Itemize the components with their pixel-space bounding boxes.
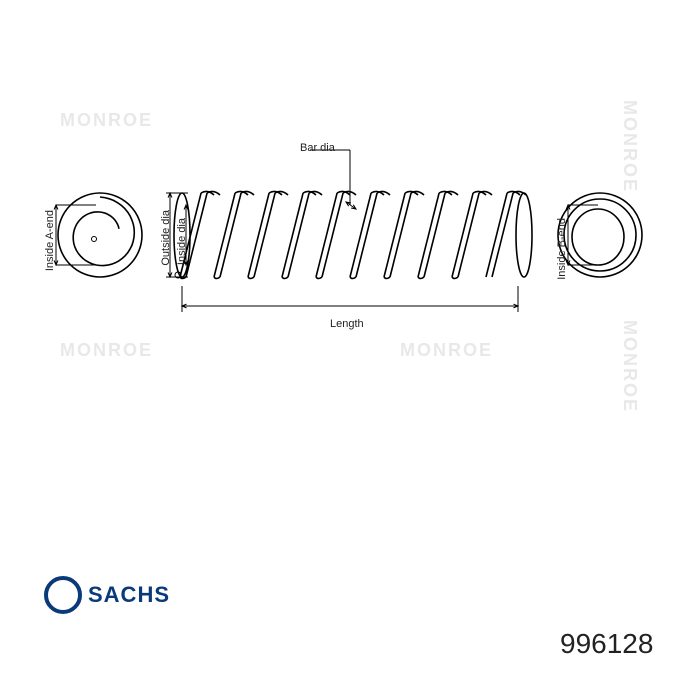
label-inside-b-end: Inside B-end: [556, 218, 568, 280]
label-bar-dia: Bar dia: [300, 142, 335, 154]
part-number: 996128: [560, 628, 653, 660]
brand-logo: SACHS: [44, 576, 170, 614]
diagram-canvas: MONROEMONROEMONROEMONROEMONROE Inside A-…: [0, 0, 700, 700]
label-outside-dia: Outside dia: [160, 210, 172, 266]
label-length: Length: [330, 318, 364, 330]
brand-name: SACHS: [88, 582, 170, 608]
label-inside-dia: Inside dia: [176, 218, 188, 265]
label-inside-a-end: Inside A-end: [44, 210, 56, 271]
spring-diagram: [0, 0, 700, 420]
brand-ring-icon: [44, 576, 82, 614]
